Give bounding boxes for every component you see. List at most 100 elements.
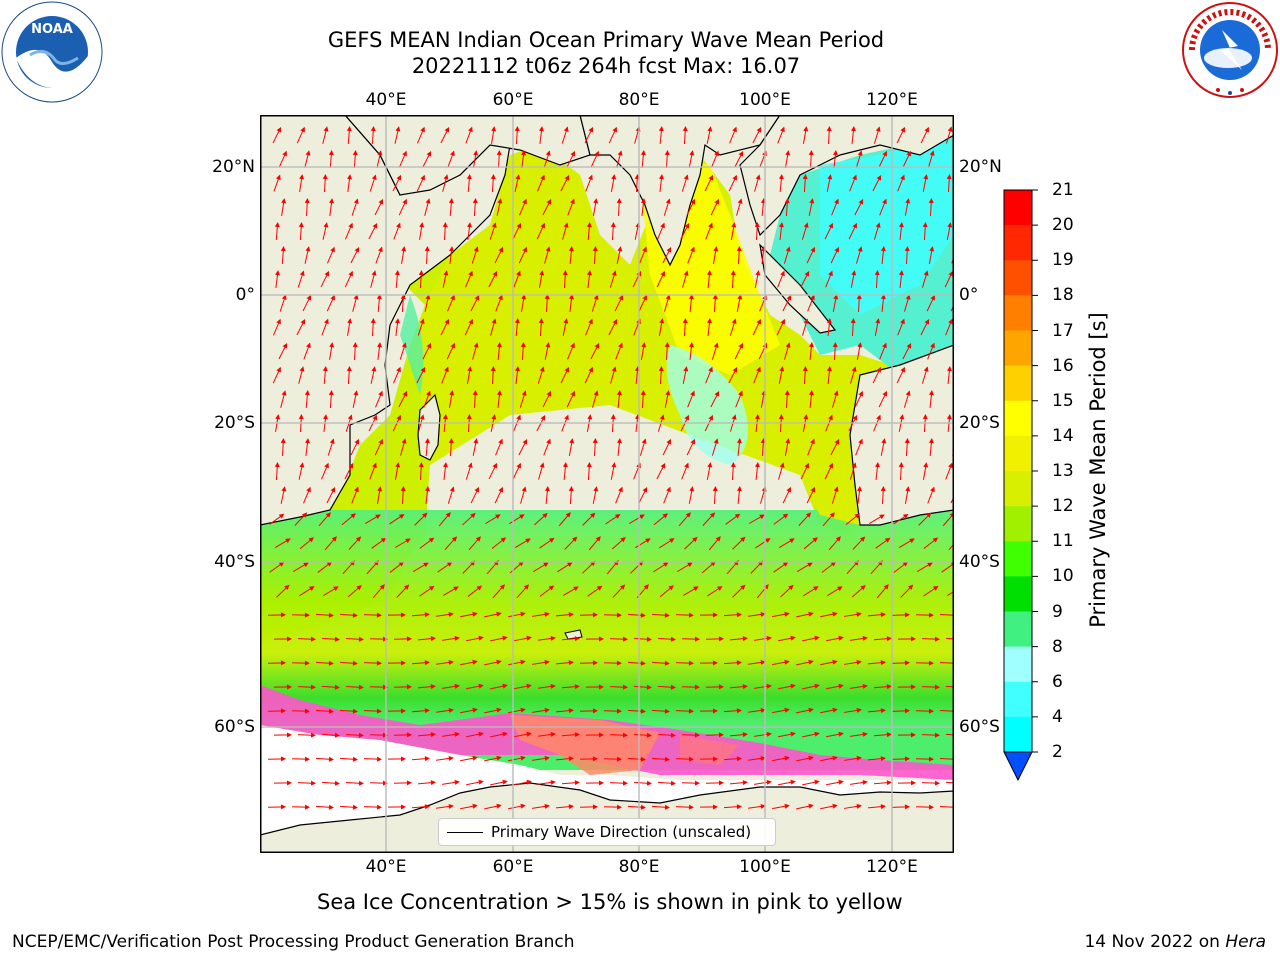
wave-arrow [633, 636, 652, 642]
wave-arrow [363, 660, 382, 666]
wave-arrow [352, 150, 358, 169]
footer-date-text: 14 Nov 2022 on [1084, 932, 1226, 952]
wave-arrow [352, 390, 359, 408]
wave-arrow [291, 660, 310, 666]
wave-arrow [466, 635, 484, 642]
wave-arrow [627, 708, 646, 714]
noaa-logo: NOAA [1, 1, 103, 103]
wave-arrow [922, 222, 928, 241]
wave-arrow [291, 612, 310, 618]
footer-host: Hera [1225, 932, 1266, 952]
wave-arrow [659, 538, 675, 549]
wave-arrow [326, 246, 335, 264]
wave-arrow [688, 486, 695, 504]
wave-arrow [267, 756, 286, 762]
wave-arrow [280, 390, 287, 408]
wave-arrow [339, 612, 358, 618]
wave-arrow [732, 584, 746, 598]
wave-arrow [561, 126, 569, 144]
wave-arrow [579, 612, 598, 618]
wave-arrow [681, 462, 689, 480]
wave-arrow [802, 126, 809, 144]
wave-arrow [544, 294, 550, 313]
wave-arrow [826, 126, 832, 145]
colorbar-tick-label: 10 [1052, 566, 1074, 587]
wave-arrow [394, 270, 400, 289]
wave-arrow [915, 612, 934, 618]
wave-arrow [417, 684, 436, 690]
wave-arrow [820, 611, 838, 618]
wave-arrow [297, 684, 316, 690]
wave-arrow [831, 486, 839, 504]
wave-arrow [509, 514, 525, 525]
lat-tick-left-20n: 20°N [212, 157, 255, 177]
wave-arrow [832, 342, 838, 361]
wave-arrow [484, 659, 502, 666]
wave-arrow [490, 174, 496, 193]
wave-arrow [609, 780, 628, 786]
wave-arrow [280, 438, 286, 457]
wave-arrow [538, 635, 556, 641]
wave-arrow [562, 318, 569, 336]
wave-arrow [512, 222, 522, 240]
wave-arrow [734, 342, 743, 360]
wave-arrow [681, 780, 700, 786]
wave-arrow [375, 390, 383, 408]
wave-arrow [920, 318, 930, 336]
wave-arrow [532, 803, 550, 809]
wave-arrow [370, 318, 376, 337]
wave-arrow [844, 659, 862, 665]
wave-arrow [298, 462, 305, 480]
wave-arrow [711, 342, 719, 360]
wave-arrow [875, 537, 891, 549]
wave-arrow [608, 126, 617, 144]
wave-arrow [729, 684, 748, 690]
lon-tick-bottom-60: 60°E [492, 857, 534, 877]
wave-arrow [447, 486, 455, 504]
wave-arrow [808, 198, 815, 216]
wave-arrow [662, 438, 671, 456]
wave-arrow [346, 366, 352, 385]
wave-arrow [831, 198, 839, 216]
wave-arrow [638, 486, 648, 504]
wave-arrow [754, 462, 760, 481]
wave-arrow [345, 636, 364, 642]
wave-arrow [274, 462, 280, 481]
wave-arrow [778, 462, 785, 480]
wave-arrow [424, 198, 431, 216]
wave-arrow [946, 174, 952, 193]
wave-arrow [398, 150, 407, 168]
wave-arrow [850, 270, 857, 288]
wave-arrow [315, 708, 334, 714]
wave-arrow [586, 222, 592, 241]
wave-arrow [897, 780, 916, 786]
wave-arrow [754, 779, 772, 785]
wave-arrow [921, 366, 929, 384]
wave-arrow [609, 732, 628, 738]
wave-arrow [519, 198, 527, 216]
lat-tick-left-40s: 40°S [214, 552, 255, 572]
wave-arrow [326, 294, 335, 312]
wave-arrow [822, 512, 835, 527]
wave-arrow [920, 126, 929, 144]
wave-arrow [893, 513, 909, 525]
lat-tick-right-40s: 40°S [959, 552, 1000, 572]
wave-arrow [267, 612, 286, 618]
wave-arrow [442, 683, 460, 689]
wave-arrow [876, 584, 889, 599]
wave-arrow [539, 585, 555, 597]
wave-arrow [344, 270, 353, 288]
wave-arrow [555, 612, 574, 618]
wave-arrow [827, 586, 843, 597]
wave-arrow [442, 462, 448, 480]
wave-arrow [915, 756, 934, 762]
wave-arrow [412, 562, 429, 572]
wave-arrow [922, 174, 929, 192]
wave-arrow [748, 514, 765, 524]
wave-arrow [393, 684, 412, 690]
wave-arrow [712, 486, 718, 505]
wave-arrow [675, 804, 694, 810]
colorbar-segment [1004, 471, 1032, 507]
wave-arrow [845, 513, 861, 526]
wave-arrow [706, 462, 713, 480]
